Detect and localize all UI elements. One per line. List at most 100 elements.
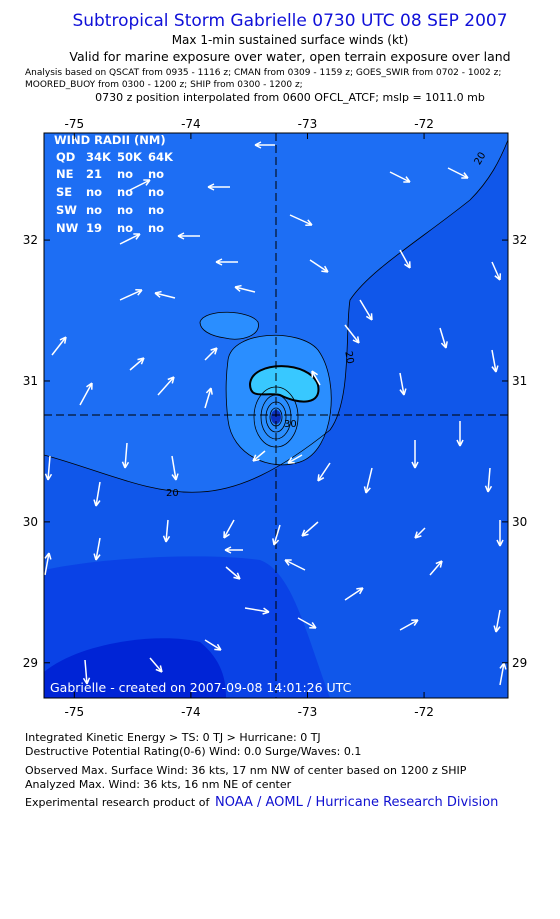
wind-vector [399,372,407,396]
wind-vector [309,259,329,273]
y-tick-label: 32 [512,233,527,247]
footer-line: Observed Max. Surface Wind: 36 kts, 17 n… [25,764,467,777]
radii-cell: no [148,203,164,217]
radii-cell: no [86,185,102,199]
validity: Valid for marine exposure over water, op… [69,49,510,64]
frame [43,132,509,699]
radii-cell: no [86,203,102,217]
credit: Gabrielle - created on 2007-09-08 14:01:… [50,680,352,695]
y-tick-label: 29 [512,656,527,670]
wind-vector [411,440,419,469]
radii-header: QD [56,150,75,164]
x-tick-label: -75 [65,117,85,131]
wind-vector [119,233,141,245]
wind-vector [344,587,364,601]
radii-cell: no [117,167,133,181]
wind-vector [234,284,256,293]
y-tick-label: 29 [23,656,38,670]
x-tick-label: -73 [298,705,318,719]
wind-vector [499,662,507,686]
wind-vector [301,521,319,537]
contour-label: 20 [166,488,179,499]
wind-vector [389,171,411,183]
radii-cell: no [117,185,133,199]
radii-cell: NW [56,221,79,235]
wind-vector [311,370,321,386]
wind-vector [129,179,151,191]
wind-vector [254,141,275,149]
footer-line: Integrated Kinetic Energy > TS: 0 TJ > H… [25,731,321,744]
radii-title: WIND RADII (NM) [54,133,166,147]
wind-vector [44,455,53,481]
wind-radii: WIND RADII (NM) QD 34K 50K 64K NE 21 no no SE no n… [54,133,174,235]
wind-vector [154,290,176,299]
map: 20 20 20 30 WIND RADII (NM) QD 34K 50K 64KN… [43,132,509,699]
wind-vector [496,520,504,547]
wind-vector [252,450,266,462]
wind-vector [119,289,143,301]
wind-vector [297,617,317,629]
wind-vector [204,387,213,409]
axes: -75 -75 -74 -74 -73 -73 -72 -72 29 29 30 30 31 31 32 32 [23,117,528,719]
wind-vector [344,324,360,344]
position-note: 0730 z position interpolated from 0600 O… [95,91,485,104]
contour-label: 30 [284,419,297,430]
wind-vector [359,299,373,321]
credit-link[interactable]: NOAA / AOML / Hurricane Research Divisio… [215,795,498,810]
footer-line: Destructive Potential Rating(0-6) Wind: … [25,745,361,758]
wind-vector [204,639,222,651]
wind-vector [484,467,493,493]
wind-vectors [44,141,507,686]
wind-vector [284,559,306,571]
radii-header: 34K [86,150,112,164]
wind-vector [491,261,502,281]
radii-cell: no [148,221,164,235]
radii-cell: SE [56,185,72,199]
x-tick-label: -72 [414,117,434,131]
x-tick-label: -74 [181,705,201,719]
wind-vector [157,376,175,396]
radii-cell: 21 [86,167,102,181]
contour-label: 20 [342,350,355,364]
wind-vector [129,357,145,371]
wind-vector [225,566,241,580]
radii-header: 50K [117,150,143,164]
wind-vector [456,421,464,447]
wind-vector [399,619,419,631]
wind-vector [204,347,218,361]
y-tick-label: 32 [23,233,38,247]
wind-vector [177,232,200,240]
region-35 [248,365,320,403]
wind-vector [223,519,235,539]
wind-vector [363,467,373,494]
credit-prefix: Experimental research product of [25,796,210,809]
wind-vector [82,659,91,685]
radii-cell: no [117,221,133,235]
x-tick-label: -75 [65,705,85,719]
x-tick-label: -73 [298,117,318,131]
wind-vector [171,455,179,481]
wind-vector [429,560,443,576]
x-tick-label: -72 [414,705,434,719]
wind-vector [93,481,101,507]
wind-vector [493,609,501,633]
region-30 [225,334,332,466]
y-tick-label: 31 [23,374,38,388]
subtitle: Max 1-min sustained surface winds (kt) [172,33,409,47]
wind-vector [289,214,313,226]
wind-vector [439,327,448,349]
wind-vector [414,527,426,539]
radii-cell: no [117,203,133,217]
radii-cell: NE [56,167,74,181]
wind-vector [51,336,67,356]
wind-vector [244,607,270,615]
footer-line: Analyzed Max. Wind: 36 kts, 16 nm NE of … [25,778,292,791]
region-10-low [44,638,226,698]
wind-vector [272,524,281,546]
title: Subtropical Storm Gabrielle 0730 UTC 08 … [72,11,507,31]
radii-cell: SW [56,203,77,217]
wind-vector [44,552,52,576]
wind-vector [207,183,230,191]
radii-cell: 19 [86,221,102,235]
